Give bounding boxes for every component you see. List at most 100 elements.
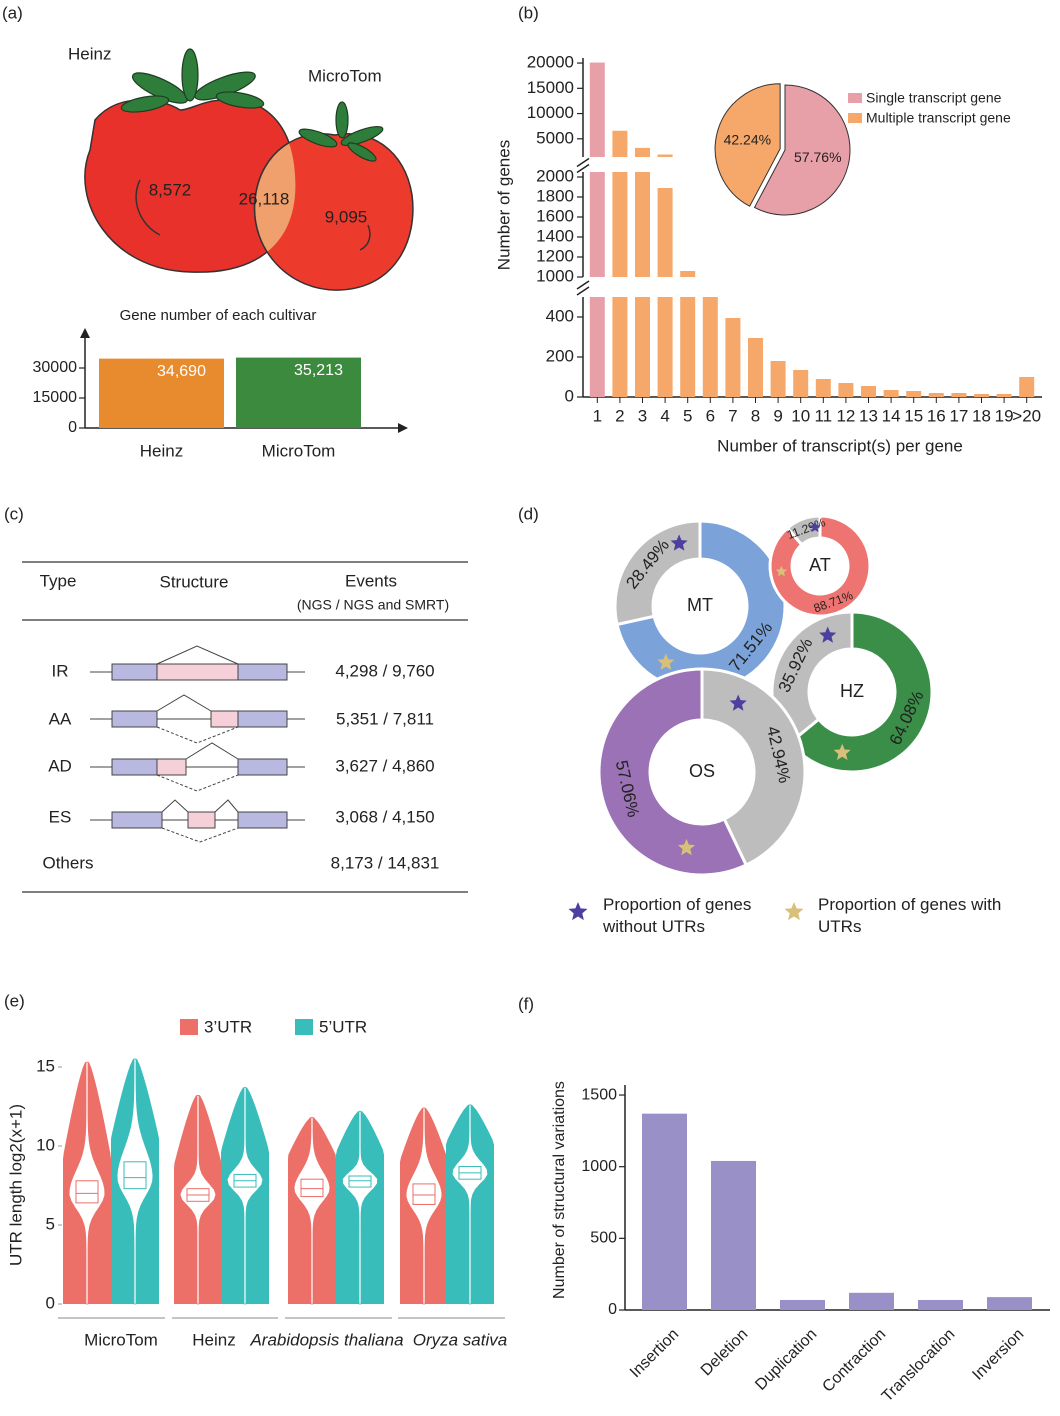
table-cell: 8,173 / 14,831 — [331, 853, 440, 872]
bar — [657, 188, 673, 277]
table-cell: Others — [42, 853, 93, 872]
structure-diagrams — [90, 645, 305, 843]
violin — [451, 1104, 489, 1305]
donut-name: HZ — [840, 681, 864, 701]
legend-star — [819, 626, 837, 643]
panel-label: (c) — [4, 504, 24, 523]
bar — [906, 391, 922, 397]
box — [412, 1183, 436, 1205]
pie-slice — [714, 83, 781, 207]
venn-label: 26,118 — [239, 189, 290, 208]
legend-star — [784, 902, 804, 921]
donut-segment — [768, 514, 872, 618]
table-cell: 3,627 / 4,860 — [335, 756, 434, 775]
venn-label: 9,095 — [325, 207, 368, 226]
y-tick-label: 0 — [68, 419, 77, 436]
pie-label: 57.76% — [794, 149, 841, 165]
legend-text: Proportion of genes without UTRs — [603, 895, 752, 936]
chart-title: Gene number of each cultivar — [120, 307, 317, 324]
donut-name: AT — [809, 555, 831, 575]
y-tick-label: 30000 — [33, 359, 78, 376]
x-tick-label: 13 — [859, 406, 878, 425]
x-tick-label: 3 — [638, 406, 647, 425]
y-tick-label: 0 — [608, 1301, 617, 1318]
donut-segment — [785, 514, 822, 547]
bar — [642, 1113, 687, 1310]
bar — [589, 172, 605, 277]
bar — [780, 1299, 825, 1310]
table-cell: AD — [48, 756, 72, 775]
value-label: 35,213 — [294, 362, 343, 379]
legend-label: Multiple transcript gene — [866, 110, 1011, 126]
box — [123, 1161, 147, 1190]
y-tick-label: 1600 — [536, 206, 574, 225]
donut-name: MT — [687, 595, 713, 615]
x-tick-label: 6 — [706, 406, 715, 425]
legend-star — [833, 743, 851, 760]
bar — [748, 338, 763, 397]
y-tick-label: 1500 — [581, 1086, 617, 1103]
pie-label: 42.24% — [724, 131, 771, 147]
legend-swatch — [295, 1019, 313, 1035]
x-tick-label: 9 — [773, 406, 782, 425]
legend-star — [775, 565, 788, 577]
bar — [793, 370, 809, 397]
value-label: 34,690 — [157, 363, 206, 380]
x-tick-label: 4 — [660, 406, 669, 425]
x-tick-label: 2 — [615, 406, 624, 425]
panel-label: (b) — [518, 3, 539, 22]
tomato-line — [359, 224, 371, 251]
y-tick-label: 15000 — [33, 389, 78, 406]
bar — [635, 172, 650, 277]
x-tick-label: 19 — [995, 406, 1014, 425]
violin — [226, 1087, 264, 1305]
bar — [883, 390, 899, 397]
x-tick-label: 8 — [751, 406, 760, 425]
bar — [838, 383, 854, 397]
set-label: Heinz — [68, 44, 111, 63]
box — [300, 1178, 324, 1198]
x-tick-label: MicroTom — [262, 441, 336, 460]
y-tick-label: 0 — [565, 386, 574, 405]
table-cell: 4,298 / 9,760 — [335, 661, 434, 680]
legend-text: Proportion of genes with UTRs — [818, 895, 1002, 936]
x-tick-label: 15 — [904, 406, 923, 425]
tomato-line — [135, 179, 161, 236]
legend-swatch — [848, 93, 862, 103]
y-axis-label: Number of structural variations — [551, 1081, 568, 1299]
x-tick-label: 7 — [728, 406, 737, 425]
microtom-stem — [298, 101, 384, 162]
axis-break — [576, 286, 590, 296]
x-axis-label: Number of transcript(s) per gene — [717, 436, 963, 455]
y-tick-label: 500 — [590, 1230, 617, 1247]
set-label: MicroTom — [308, 66, 382, 85]
axis-break — [576, 157, 590, 168]
donut-segment — [700, 667, 807, 868]
bar — [680, 297, 696, 397]
heinz-stem — [120, 48, 265, 113]
y-tick-label: 400 — [546, 306, 574, 325]
panel-label: (e) — [4, 991, 25, 1010]
x-tick-label: 12 — [836, 406, 855, 425]
bar — [770, 361, 786, 397]
panel-label: (a) — [2, 3, 23, 22]
donut-segment — [787, 610, 934, 774]
bar — [612, 297, 628, 397]
violin — [342, 1110, 378, 1305]
axis-break — [576, 280, 590, 290]
bar — [702, 297, 718, 397]
table-subheader: (NGS / NGS and SMRT) — [297, 597, 449, 613]
y-tick-label: 5000 — [536, 128, 574, 147]
bar — [657, 297, 673, 397]
x-tick-label: MicroTom — [84, 1330, 158, 1349]
violin — [68, 1061, 106, 1305]
legend-swatch — [180, 1019, 198, 1035]
x-tick-label: Insertion — [627, 1326, 682, 1381]
y-tick-label: 1000 — [536, 266, 574, 285]
axis-arrow — [80, 328, 90, 338]
y-tick-label: 10 — [36, 1135, 55, 1154]
y-tick-label: 20000 — [527, 53, 574, 72]
y-axis-label: UTR length log2(x+1) — [6, 1104, 25, 1266]
